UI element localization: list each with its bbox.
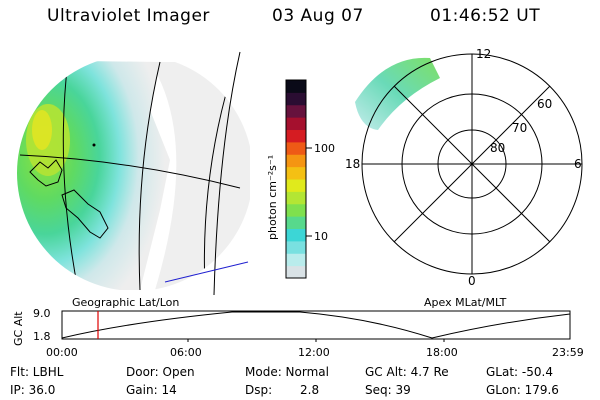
lat-label-80: 80 [490,141,505,155]
mlt-label-0: 0 [468,274,476,288]
date-label: 03 Aug 07 [272,6,364,26]
colorbar-segment [286,240,306,254]
ytick-low: 1.8 [33,330,51,343]
right-caption: Apex MLat/MLT [424,296,507,309]
colorbar-segment [286,191,306,205]
ytick-high: 9.0 [33,307,51,320]
colorbar-segment [286,80,306,93]
colorbar-unit-label: photon cm⁻²s⁻¹ [266,155,279,240]
polar-plot: 12 6 0 18 60 70 80 [345,47,583,288]
dsp-label: Dsp: [245,383,273,397]
orbit-track [164,261,249,283]
colorbar-segment [286,265,306,279]
left-caption: Geographic Lat/Lon [72,296,179,309]
colorbar-segment [286,253,306,267]
mlt-label-6: 6 [574,157,582,171]
xtick-2359: 23:59 [552,346,584,359]
colorbar-segment [286,104,306,118]
colorbar-segment [286,228,306,242]
colorbar-segment [286,92,306,106]
colorbar-tick-100: 100 [314,142,335,155]
colorbar-segment [286,129,306,143]
colorbar-segment [286,154,306,168]
colorbar-segment [286,141,306,155]
time-label: 01:46:52 UT [430,6,541,26]
lat-label-60: 60 [537,97,552,111]
mlt-label-18: 18 [345,157,360,171]
xtick-0600: 06:00 [170,346,202,359]
filter-info: Flt: LBHL [10,365,64,379]
xtick-1200: 12:00 [298,346,330,359]
colorbar-segment [286,216,306,230]
instrument-title: Ultraviolet Imager [47,6,210,26]
colorbar-segment [286,203,306,217]
door-info: Door: Open [126,365,195,379]
glon-info: GLon: 179.6 [486,383,559,397]
colorbar-segment [286,117,306,131]
strip-ylabel: GC Alt [12,311,25,346]
gain-info: Gain: 14 [126,383,177,397]
uv-earth-image [17,59,250,291]
mlt-label-12: 12 [476,47,491,61]
xtick-1800: 18:00 [426,346,458,359]
mode-info: Mode: Normal [245,365,329,379]
xtick-0000: 00:00 [46,346,78,359]
colorbar [286,80,306,279]
colorbar-segment [286,166,306,180]
ip-info: IP: 36.0 [10,383,56,397]
seq-info: Seq: 39 [365,383,411,397]
dsp-value: 2.8 [300,383,320,397]
lat-label-70: 70 [512,121,527,135]
altitude-strip: GC Alt 9.0 1.8 Geographic Lat/Lon Apex M… [12,296,584,359]
colorbar-tick-10: 10 [314,230,328,243]
glat-info: GLat: -50.4 [486,365,553,379]
gc-alt-info: GC Alt: 4.7 Re [365,365,449,379]
colorbar-segment [286,179,306,192]
